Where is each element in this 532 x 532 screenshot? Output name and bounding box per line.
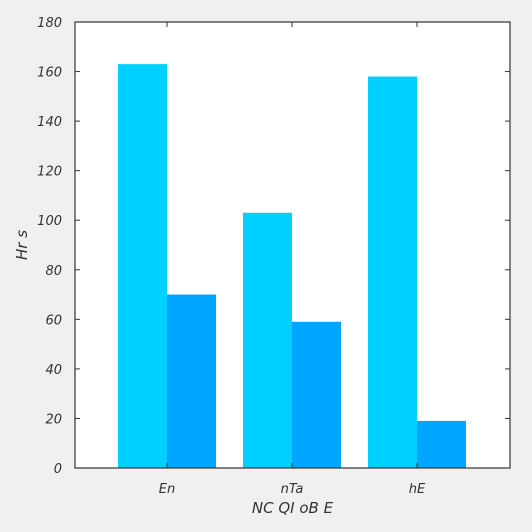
bar-1-nTa <box>243 212 292 468</box>
y-tick-label: 20 <box>45 412 62 427</box>
y-tick-label: 60 <box>45 313 62 328</box>
y-tick-label: 0 <box>54 462 62 477</box>
bar-2-En <box>167 294 216 468</box>
bar-1-hE <box>368 76 417 468</box>
plot-frame <box>74 21 511 469</box>
bar-2-nTa <box>292 321 341 468</box>
bars-layer <box>118 64 466 468</box>
y-tick-label: 40 <box>45 363 62 378</box>
y-tick-label: 120 <box>37 165 62 180</box>
x-tick-label: nTa <box>281 482 304 497</box>
y-tick-label: 180 <box>37 16 62 31</box>
y-tick-label: 140 <box>37 115 62 130</box>
y-tick-label: 80 <box>45 264 62 279</box>
y-tick-label: 100 <box>37 214 62 229</box>
x-tick-label: hE <box>409 482 426 497</box>
x-tick-label: En <box>159 482 175 497</box>
x-axis-title: NC QI oB E <box>252 499 334 517</box>
bar-2-hE <box>417 420 466 468</box>
bar-1-En <box>118 64 167 468</box>
y-tick-label: 160 <box>37 66 62 81</box>
ticks-layer: En nTa hE 0 20 40 60 80 100 120 140 160 180 <box>37 16 510 497</box>
y-axis-title: Hr s <box>13 230 31 260</box>
